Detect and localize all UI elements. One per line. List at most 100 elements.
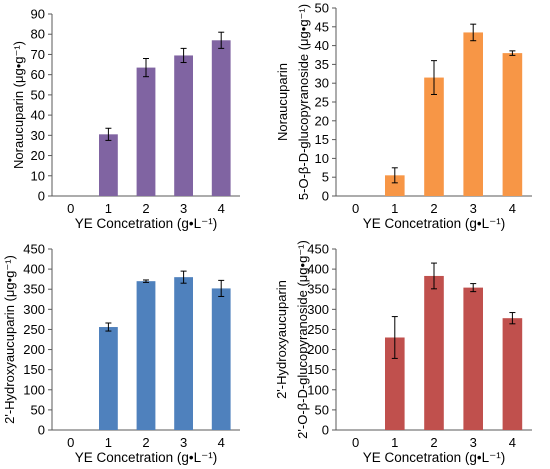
y-tick-label: 0	[322, 423, 329, 438]
x-tick-label: 4	[218, 201, 225, 216]
x-tick-label: 3	[180, 201, 187, 216]
y-tick-label: 100	[307, 382, 329, 397]
chart-panel-1: 0 10 20 30 40 50 60 70 80 90 0 1 2 3 4YE Concetration …	[11, 7, 240, 231]
y-tick-label: 60	[31, 67, 45, 82]
bar-3	[174, 277, 193, 430]
error-bar-2	[143, 279, 149, 283]
y-tick-label: 50	[31, 402, 45, 417]
y-tick-label: 300	[23, 302, 45, 317]
y-tick-label: 450	[307, 242, 329, 257]
x-axis-title: YE Concetration (g•L⁻¹)	[363, 450, 505, 465]
y-axis-title: Noraucuparin (μg•g⁻¹)	[11, 41, 26, 169]
y-tick-label: 250	[307, 322, 329, 337]
y-tick-label: 40	[31, 108, 45, 123]
x-tick-label: 1	[391, 435, 398, 450]
y-axis-title: 2'-O-β-D-glucopyranoside (μg•g⁻¹)	[295, 240, 310, 439]
y-tick-label: 10	[31, 168, 45, 183]
bar-2	[424, 77, 444, 196]
chart-panel-2: 0 5 10 15 20 25 30 35 40 45 50 0 1 2 3 4 YE Concetration…	[275, 1, 532, 231]
bar-3	[463, 287, 483, 430]
x-tick-label: 0	[67, 435, 74, 450]
y-tick-label: 30	[315, 76, 329, 91]
y-tick-label: 100	[23, 382, 45, 397]
bar-3	[174, 55, 193, 197]
bar-1	[385, 175, 405, 196]
x-tick-label: 1	[105, 435, 112, 450]
x-tick-label: 2	[430, 201, 437, 216]
y-tick-label: 250	[23, 322, 45, 337]
y-tick-label: 400	[23, 262, 45, 277]
y-tick-label: 200	[307, 342, 329, 357]
y-tick-label: 35	[315, 57, 329, 72]
error-bar-3	[470, 283, 477, 293]
x-axis-title: YE Concetration (g•L⁻¹)	[363, 216, 505, 231]
x-tick-label: 4	[218, 435, 225, 450]
y-tick-label: 0	[322, 189, 329, 204]
error-bar-4	[218, 279, 225, 297]
error-bar-2	[431, 262, 437, 290]
y-tick-label: 25	[315, 95, 329, 110]
error-bar-1	[105, 127, 112, 141]
y-axis-title: 2'-Hydroxyaucuparin	[274, 280, 289, 399]
y-tick-label: 80	[31, 27, 45, 42]
x-tick-label: 3	[470, 435, 477, 450]
x-tick-label: 0	[352, 435, 359, 450]
y-tick-label: 45	[315, 19, 329, 34]
bar-4	[502, 318, 523, 430]
y-tick-label: 15	[315, 132, 329, 147]
y-tick-label: 350	[307, 282, 329, 297]
y-tick-label: 150	[23, 362, 45, 377]
y-tick-label: 90	[31, 7, 45, 22]
x-tick-label: 2	[142, 201, 149, 216]
x-tick-label: 4	[509, 201, 516, 216]
bar-1	[99, 327, 118, 430]
x-tick-label: 3	[470, 201, 477, 216]
x-tick-label: 1	[391, 201, 398, 216]
y-tick-label: 450	[23, 242, 45, 257]
y-tick-label: 20	[315, 113, 329, 128]
bar-2	[136, 281, 156, 430]
x-tick-label: 3	[180, 435, 187, 450]
error-bar-2	[431, 60, 437, 95]
chart-panel-3: 0 50 100 150 200 250 300 350 400 450 0 1 2 3 4YE Conce…	[2, 242, 240, 465]
x-tick-label: 2	[430, 435, 437, 450]
error-bar-4	[218, 31, 225, 49]
y-tick-label: 10	[315, 151, 329, 166]
y-tick-label: 50	[31, 87, 45, 102]
error-bar-4	[509, 312, 516, 325]
x-tick-label: 0	[352, 201, 359, 216]
y-tick-label: 350	[23, 282, 45, 297]
error-bar-4	[509, 50, 516, 56]
error-bar-2	[143, 57, 149, 78]
y-tick-label: 70	[31, 47, 45, 62]
y-tick-label: 40	[315, 38, 329, 53]
bar-1	[385, 337, 405, 430]
x-axis-title: YE Concetration (g•L⁻¹)	[75, 450, 217, 465]
y-tick-label: 50	[315, 1, 329, 16]
y-axis-title: 2'-Hydroxyaucuparin (μg•g⁻¹)	[2, 255, 17, 424]
bar-2	[424, 275, 444, 430]
y-tick-label: 50	[315, 402, 329, 417]
bar-1	[99, 134, 118, 196]
bar-4	[211, 288, 231, 430]
error-bar-3	[180, 270, 187, 284]
bar-4	[211, 40, 231, 197]
x-tick-label: 2	[142, 435, 149, 450]
error-bar-1	[391, 167, 398, 184]
y-tick-label: 30	[31, 128, 45, 143]
y-tick-label: 150	[307, 362, 329, 377]
chart-panel-4: 0 50 100 150 200 250 300 350 400 450 0 1 2 3 4 YE Conce…	[274, 240, 532, 465]
x-tick-label: 4	[509, 435, 516, 450]
y-tick-label: 0	[38, 423, 45, 438]
y-tick-label: 200	[23, 342, 45, 357]
x-tick-label: 1	[105, 201, 112, 216]
bar-4	[502, 53, 523, 197]
y-axis-title: Noraucuparin	[275, 63, 290, 141]
y-tick-label: 300	[307, 302, 329, 317]
error-bar-1	[391, 316, 398, 359]
error-bar-1	[105, 322, 112, 332]
x-axis-title: YE Concetration (g•L⁻¹)	[75, 216, 217, 231]
bar-3	[463, 32, 483, 196]
y-tick-label: 20	[31, 148, 45, 163]
